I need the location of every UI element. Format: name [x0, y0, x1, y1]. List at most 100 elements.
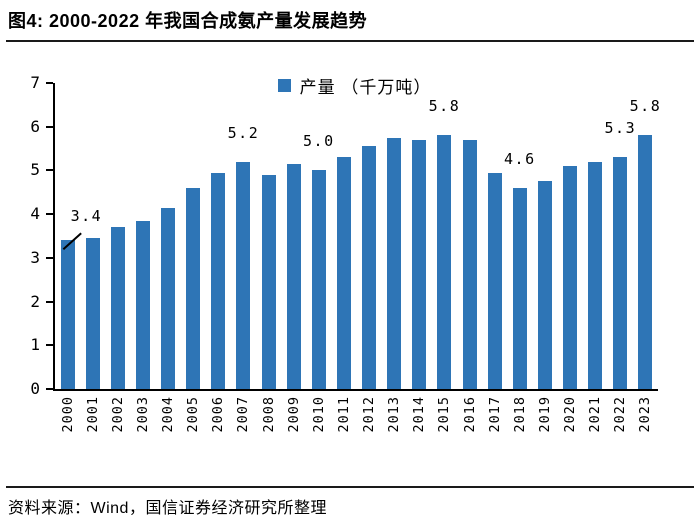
bar-column-2019: 2019: [532, 83, 557, 433]
x-axis-label-text: 2013: [386, 396, 403, 433]
bar-2015: [437, 135, 452, 389]
legend-label: 产量 （千万吨）: [299, 78, 432, 97]
data-label-2010: 5.0: [303, 132, 335, 151]
x-axis-label-2018: 2018: [512, 396, 528, 433]
x-axis-label-2019: 2019: [537, 396, 553, 433]
data-label-2000: 3.4: [70, 207, 103, 226]
bar-2007: [236, 161, 251, 389]
y-axis-tick-mark: [46, 213, 53, 216]
x-axis-label-2009: 2009: [286, 396, 302, 433]
x-axis-label-text: 2011: [335, 396, 352, 433]
data-label-2022: 5.3: [604, 119, 637, 138]
data-label-2018: 4.6: [504, 149, 536, 168]
bar-column-2020: 2020: [558, 83, 583, 433]
y-axis-tick-mark: [46, 169, 53, 172]
y-axis-tick-label: 3: [30, 247, 40, 267]
figure-title: 图4: 2000-2022 年我国合成氨产量发展趋势: [8, 11, 368, 31]
data-label-2023: 5.8: [629, 97, 662, 116]
x-axis-label-text: 2023: [637, 396, 654, 433]
y-axis: 0 1 2 3 4 5 6 7: [0, 74, 53, 398]
bar-2021: [588, 161, 603, 389]
x-axis-label-text: 2006: [210, 396, 227, 433]
x-axis-label-text: 2022: [612, 396, 629, 433]
x-axis-label-text: 2002: [109, 396, 126, 433]
x-axis-label-text: 2019: [536, 396, 553, 433]
x-axis-label-2016: 2016: [462, 396, 478, 433]
x-axis-label-text: 2009: [285, 396, 302, 433]
bar-2001: [85, 238, 100, 389]
bar-column-2005: 2005: [181, 83, 206, 433]
x-axis-label-2017: 2017: [487, 396, 503, 433]
y-axis-tick-label: 0: [30, 379, 40, 398]
x-axis-label-2023: 2023: [637, 396, 653, 433]
bar-column-2012: 2012: [357, 83, 382, 433]
bar-2012: [362, 146, 377, 389]
bar-column-2003: 2003: [130, 83, 155, 433]
bar-2005: [186, 187, 201, 389]
x-axis-label-text: 2007: [235, 396, 252, 433]
bar-column-2001: 2001: [80, 83, 105, 433]
x-axis-label-text: 2017: [486, 396, 503, 433]
bar-2011: [336, 157, 351, 389]
bar-2008: [261, 174, 276, 389]
x-axis-label-2008: 2008: [261, 396, 277, 433]
legend-color-swatch: [277, 79, 291, 92]
x-axis-label-2002: 2002: [110, 396, 126, 433]
x-axis-label-text: 2018: [511, 396, 528, 433]
x-axis-label-2005: 2005: [185, 396, 201, 433]
bar-column-2022: 2022 5.3: [605, 83, 635, 432]
x-axis-label-2004: 2004: [160, 396, 176, 433]
bar-chart-plot-area: 2000 3.4 2001 2002 2003 2004 2005 2006 2007 5.2 20…: [53, 83, 660, 433]
x-axis-label-2015: 2015: [436, 396, 452, 433]
x-axis-label-2021: 2021: [587, 396, 603, 433]
y-axis-tick-mark: [46, 82, 53, 84]
bar-2017: [487, 172, 502, 389]
bar-column-2009: 2009: [281, 83, 306, 433]
x-axis-label-2012: 2012: [361, 396, 377, 433]
x-axis-label-2000: 2000: [60, 396, 76, 433]
bar-2003: [135, 220, 150, 389]
bar-2016: [462, 139, 477, 389]
bar-column-2018: 2018 4.6: [504, 83, 534, 433]
bar-column-2006: 2006: [206, 83, 231, 433]
bar-2022: [613, 157, 628, 389]
x-axis-label-text: 2016: [461, 396, 478, 433]
bar-column-2016: 2016: [457, 83, 482, 433]
bar-column-2002: 2002: [105, 83, 130, 433]
bar-column-2015: 2015 5.8: [429, 83, 459, 432]
x-axis-label-text: 2015: [436, 396, 453, 433]
bar-2006: [211, 172, 226, 389]
bar-2009: [286, 163, 301, 389]
x-axis-label-2011: 2011: [336, 396, 352, 433]
bar-2018: [512, 187, 527, 389]
bar-column-2008: 2008: [256, 83, 281, 433]
y-axis-tick-mark: [46, 388, 53, 390]
bar-column-2000: 2000 3.4: [55, 83, 101, 432]
y-axis-tick-mark: [46, 300, 53, 303]
y-axis-tick-mark: [46, 125, 53, 128]
bar-column-2021: 2021: [583, 83, 608, 433]
bar-column-2013: 2013: [382, 83, 407, 433]
data-label-2015: 5.8: [428, 97, 461, 116]
x-axis-label-text: 2000: [59, 396, 76, 433]
x-axis-label-2014: 2014: [411, 396, 427, 433]
y-axis-tick-mark: [46, 256, 53, 259]
x-axis-label-2013: 2013: [386, 396, 402, 433]
title-divider: [6, 40, 694, 42]
bar-column-2023: 2023 5.8: [630, 83, 660, 432]
bar-column-2014: 2014: [407, 83, 432, 433]
bar-column-2017: 2017: [482, 83, 507, 433]
x-axis-label-2001: 2001: [85, 396, 101, 433]
x-axis-label-text: 2003: [134, 396, 151, 433]
x-axis-label-2020: 2020: [562, 396, 578, 433]
bar-2014: [412, 139, 427, 389]
bar-2002: [110, 227, 125, 389]
x-axis-label-text: 2005: [185, 396, 202, 433]
legend: 产量 （千万吨）: [53, 73, 656, 98]
x-axis-label-text: 2012: [361, 396, 378, 433]
bar-2010: [311, 170, 326, 389]
bar-column-2011: 2011: [331, 83, 356, 433]
x-axis-label-text: 2014: [411, 396, 428, 433]
y-axis-tick-label: 2: [30, 291, 40, 311]
